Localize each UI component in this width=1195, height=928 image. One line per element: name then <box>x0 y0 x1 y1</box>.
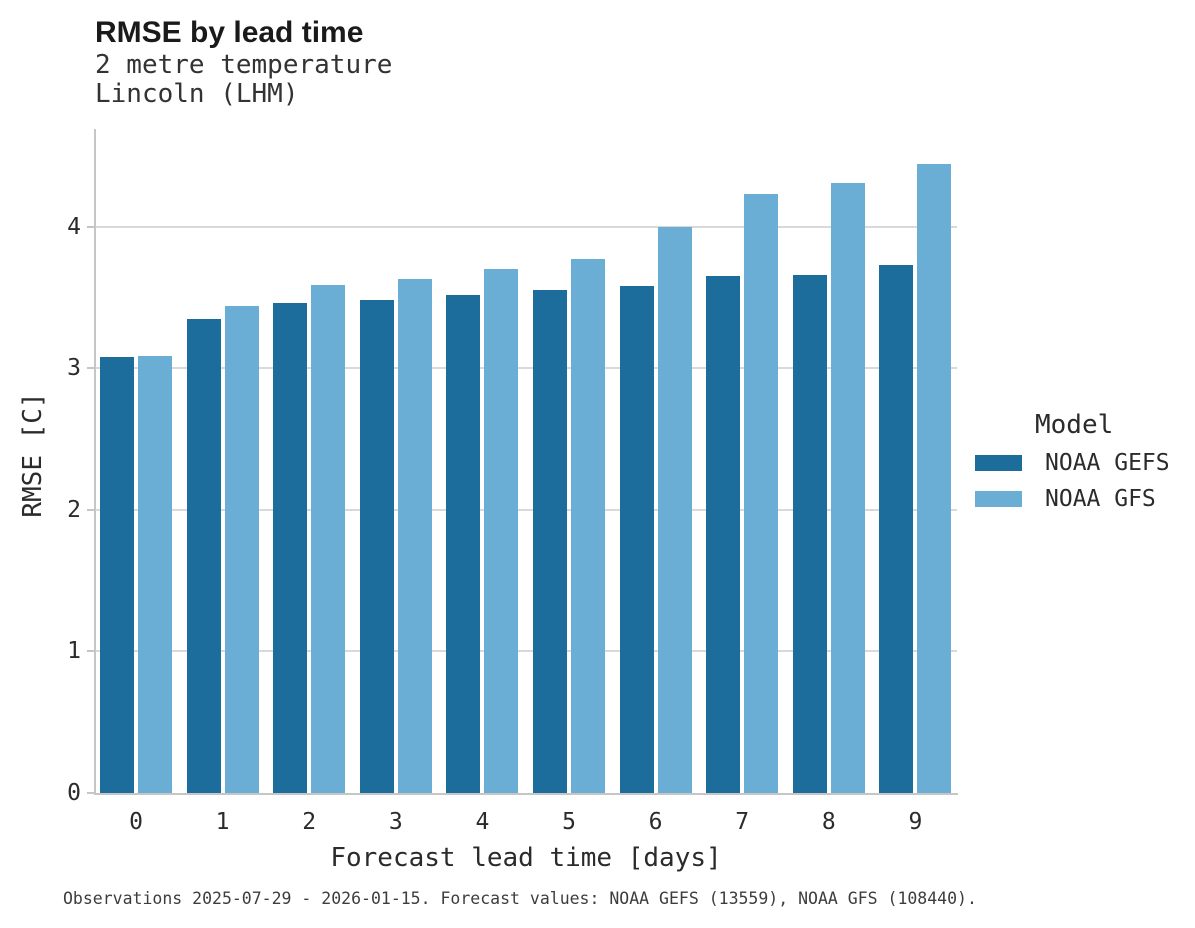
bar-noaa-gefs-lead-5 <box>533 290 567 793</box>
chart-title: RMSE by lead time <box>95 16 364 49</box>
bar-noaa-gefs-lead-4 <box>446 294 481 793</box>
legend-label-noaa-gefs: NOAA GEFS <box>1045 450 1170 476</box>
bar-noaa-gfs-lead-4 <box>484 269 519 793</box>
bar-noaa-gfs-lead-3 <box>397 279 432 793</box>
chart-subtitle-location: Lincoln (LHM) <box>95 79 299 109</box>
legend-swatch-noaa-gfs <box>975 491 1022 507</box>
legend-label-noaa-gfs: NOAA GFS <box>1045 486 1156 512</box>
x-tick-label-3: 3 <box>388 809 403 835</box>
x-axis-line <box>94 793 958 795</box>
y-tick-4 <box>87 225 95 228</box>
x-tick-label-0: 0 <box>129 809 143 835</box>
bar-noaa-gfs-lead-8 <box>830 182 865 793</box>
y-tick-0 <box>87 792 95 794</box>
gridline-1 <box>96 650 957 653</box>
bar-noaa-gfs-lead-1 <box>224 305 259 793</box>
y-tick-label-2: 2 <box>67 496 81 523</box>
y-tick-2 <box>87 508 95 511</box>
footer-note: Observations 2025-07-29 - 2026-01-15. Fo… <box>63 889 977 908</box>
bar-noaa-gefs-lead-6 <box>619 286 654 793</box>
y-tick-label-3: 3 <box>67 355 81 382</box>
gridline-3 <box>96 367 957 370</box>
x-tick-label-7: 7 <box>735 809 750 835</box>
x-tick-label-8: 8 <box>821 809 836 835</box>
y-tick-label-0: 0 <box>67 780 81 806</box>
y-tick-label-1: 1 <box>67 638 81 665</box>
bar-noaa-gfs-lead-7 <box>744 194 779 793</box>
bar-noaa-gefs-lead-3 <box>359 300 394 793</box>
y-axis-line <box>94 129 96 795</box>
bar-noaa-gfs-lead-5 <box>571 259 605 793</box>
y-axis-title: RMSE [C] <box>18 392 48 518</box>
y-tick-1 <box>87 650 95 653</box>
gridline-2 <box>96 508 957 511</box>
x-tick-label-5: 5 <box>562 809 576 835</box>
bar-noaa-gefs-lead-2 <box>273 303 308 793</box>
bar-noaa-gefs-lead-1 <box>186 318 221 793</box>
bar-noaa-gfs-lead-9 <box>917 164 952 793</box>
bar-noaa-gefs-lead-9 <box>879 264 914 793</box>
x-tick-label-2: 2 <box>302 809 317 835</box>
x-axis-title: Forecast lead time [days] <box>330 843 722 873</box>
gridline-4 <box>96 225 957 228</box>
chart-subtitle-variable: 2 metre temperature <box>95 50 393 80</box>
legend-swatch-noaa-gefs <box>975 455 1022 471</box>
bar-noaa-gfs-lead-2 <box>311 284 346 793</box>
y-tick-label-4: 4 <box>67 213 81 240</box>
x-tick-label-4: 4 <box>475 809 490 835</box>
bar-noaa-gfs-lead-6 <box>657 226 692 793</box>
bar-noaa-gefs-lead-7 <box>706 276 741 793</box>
x-tick-label-1: 1 <box>215 809 230 835</box>
legend-title: Model <box>1035 410 1114 440</box>
bar-noaa-gefs-lead-0 <box>100 356 134 793</box>
bar-noaa-gefs-lead-8 <box>792 274 827 793</box>
x-tick-label-9: 9 <box>908 809 923 835</box>
x-tick-label-6: 6 <box>648 809 663 835</box>
bar-noaa-gfs-lead-0 <box>138 355 172 793</box>
y-tick-3 <box>87 367 95 370</box>
